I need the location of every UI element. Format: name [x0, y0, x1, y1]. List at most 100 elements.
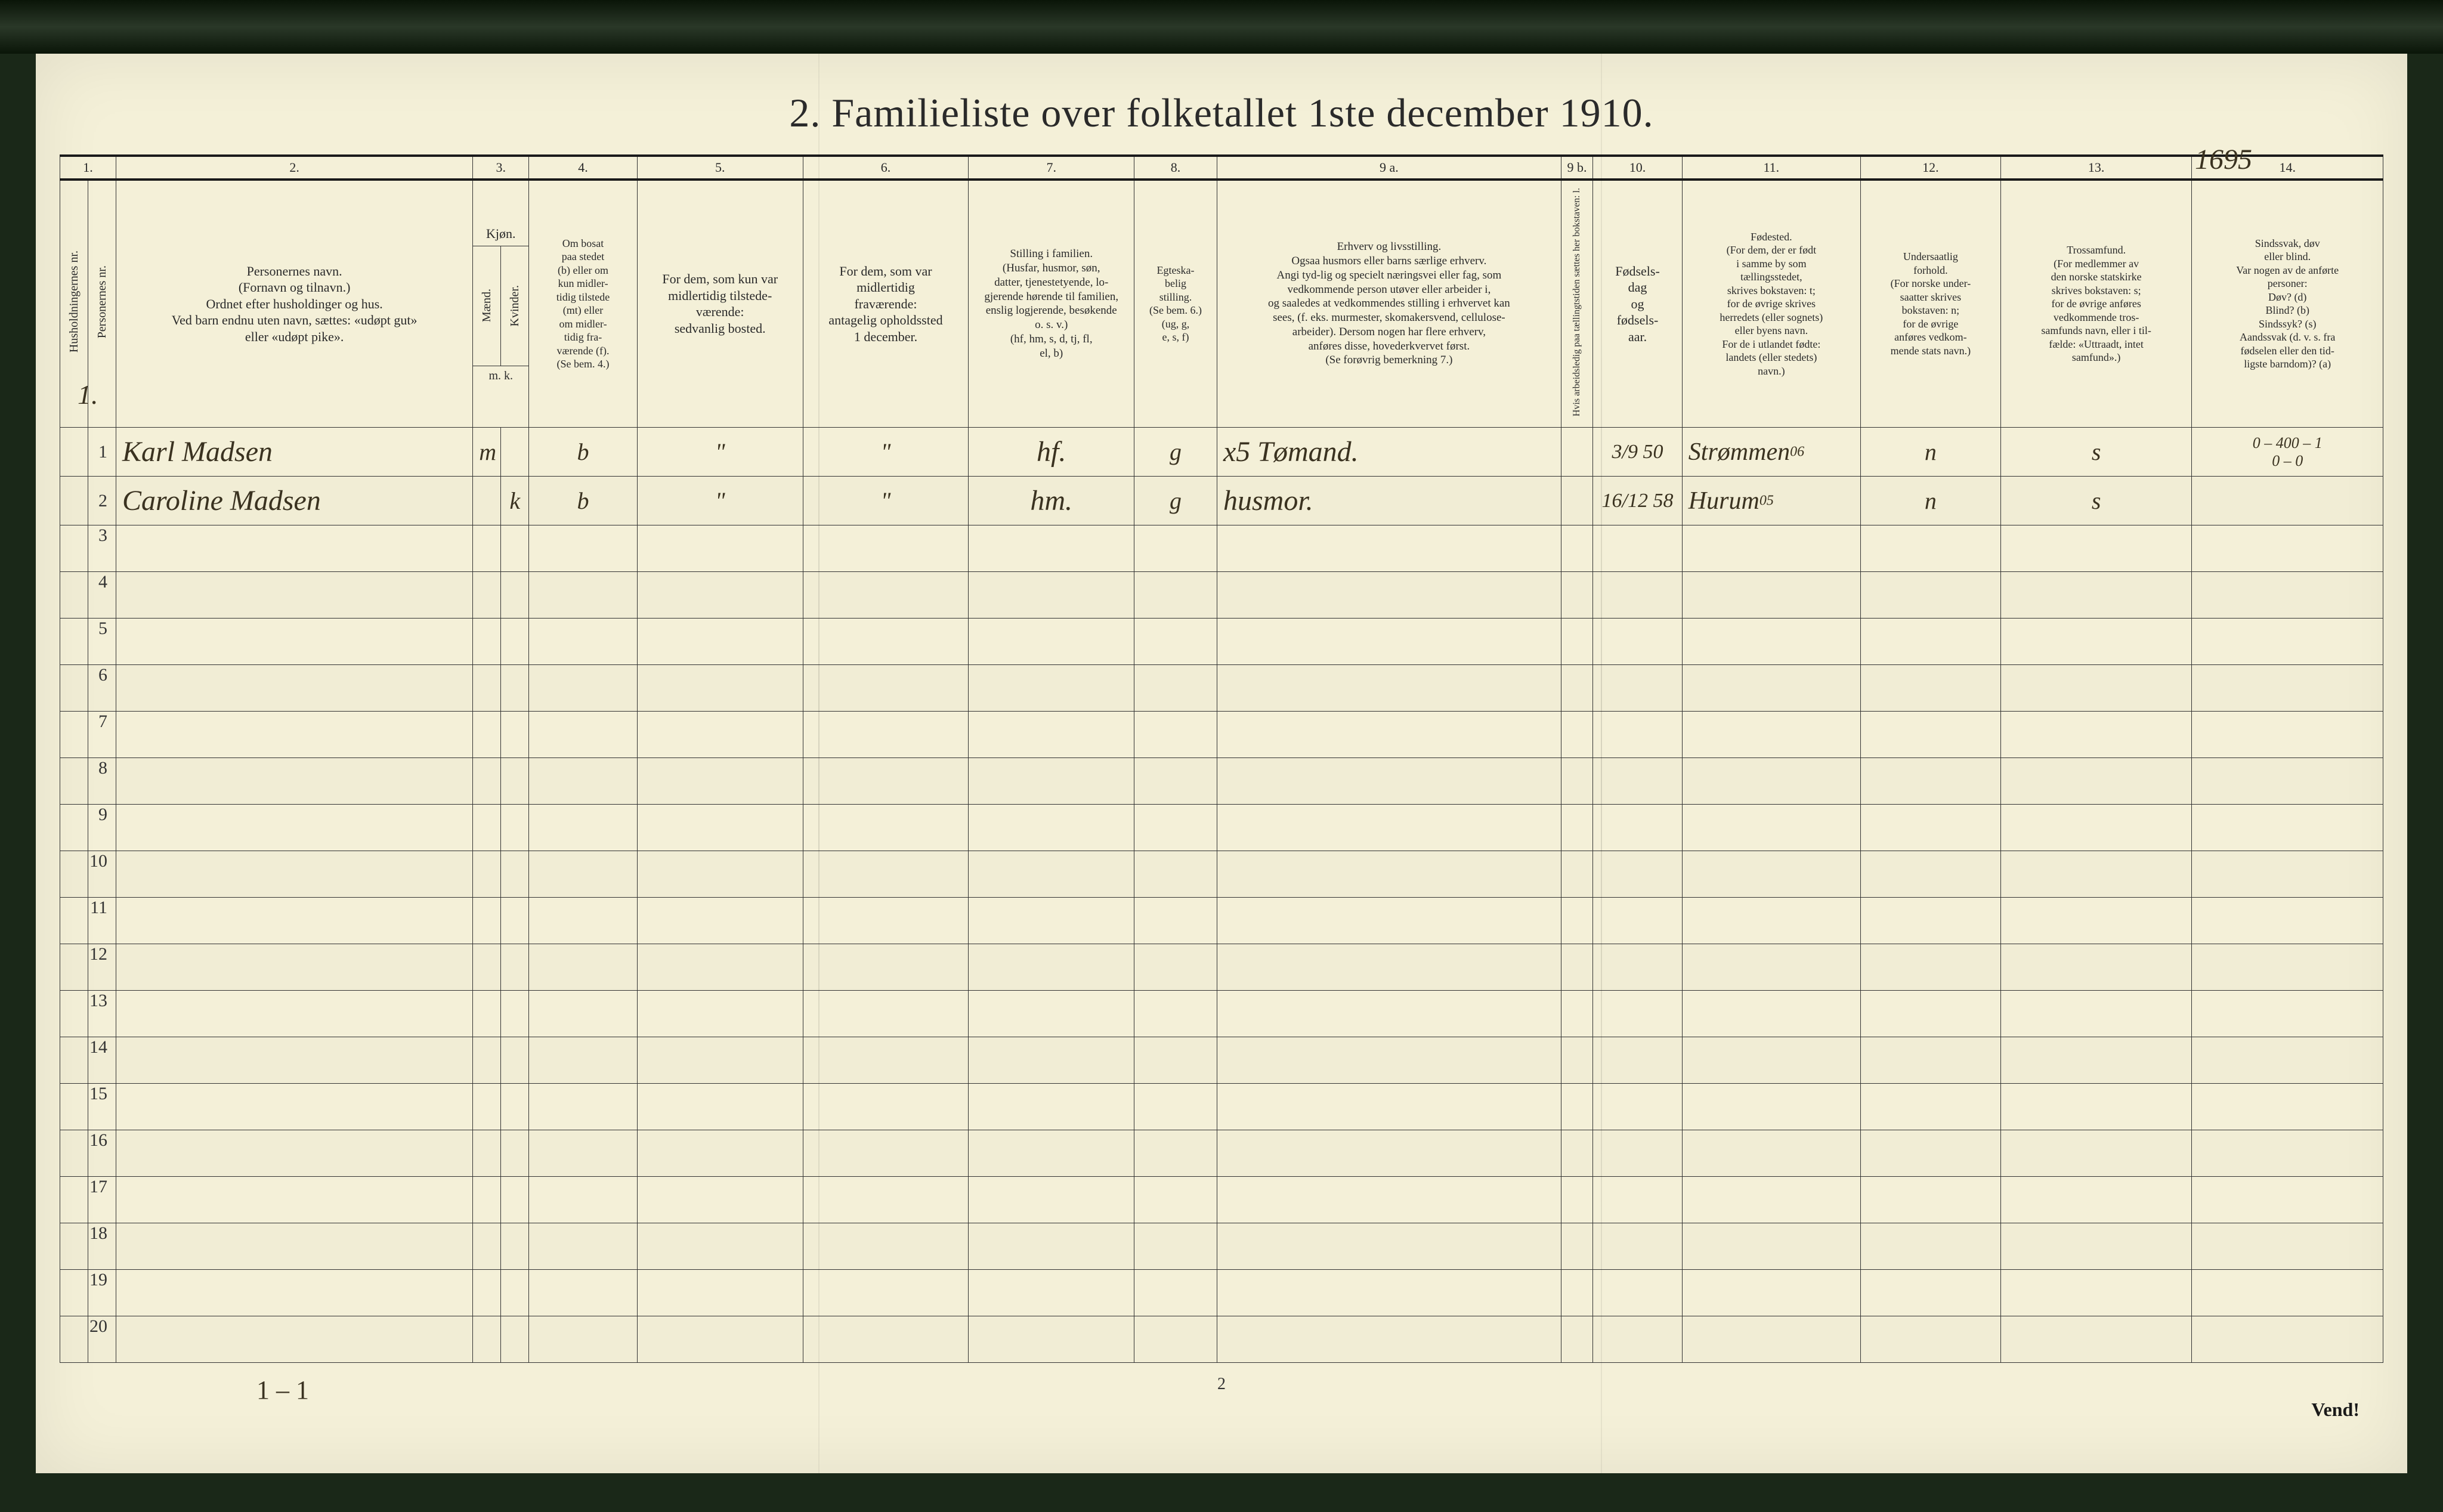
undersaat-cell	[1860, 898, 2000, 944]
stilling-cell: hm.	[969, 477, 1134, 525]
col5-cell	[637, 805, 803, 851]
household-nr-cell	[60, 525, 88, 572]
undersaat-cell: n	[1860, 477, 2000, 525]
arbeidsledig-cell	[1561, 712, 1592, 758]
bosat-cell	[529, 665, 638, 712]
name-cell	[116, 758, 473, 805]
erhverv-cell	[1217, 758, 1561, 805]
census-page: 1695 2. Familieliste over folketallet 1s…	[36, 54, 2407, 1473]
arbeidsledig-cell	[1561, 1037, 1592, 1084]
name-cell	[116, 572, 473, 619]
person-nr-cell: 18	[88, 1223, 116, 1270]
fodselsdato-cell	[1593, 758, 1683, 805]
col6-cell	[803, 665, 969, 712]
fodselsdato-cell	[1593, 805, 1683, 851]
sex-k-cell	[501, 619, 529, 665]
erhverv-cell	[1217, 1084, 1561, 1130]
col6-cell	[803, 1223, 969, 1270]
bosat-cell	[529, 991, 638, 1037]
bosat-cell	[529, 1316, 638, 1363]
household-nr-cell	[60, 477, 88, 525]
person-nr-cell: 5	[88, 619, 116, 665]
sex-k-cell	[501, 1037, 529, 1084]
erhverv-cell	[1217, 898, 1561, 944]
sex-m-cell	[473, 477, 501, 525]
undersaat-cell	[1860, 1316, 2000, 1363]
col-header-stilling: Stilling i familien. (Husfar, husmor, sø…	[969, 180, 1134, 428]
sex-m-cell	[473, 665, 501, 712]
col-num-9a: 9 a.	[1217, 156, 1561, 180]
fodselssted-cell	[1682, 944, 1860, 991]
stilling-cell	[969, 665, 1134, 712]
arbeidsledig-cell	[1561, 1177, 1592, 1223]
person-nr-cell: 17	[88, 1177, 116, 1223]
erhverv-cell: husmor.	[1217, 477, 1561, 525]
col5-cell	[637, 1084, 803, 1130]
col14-cell	[2192, 898, 2383, 944]
name-cell	[116, 944, 473, 991]
fodselssted-cell	[1682, 1130, 1860, 1177]
person-nr-cell: 20	[88, 1316, 116, 1363]
col-num-1: 1.	[60, 156, 116, 180]
arbeidsledig-cell	[1561, 477, 1592, 525]
fodselssted-cell	[1682, 805, 1860, 851]
sex-m-cell	[473, 1270, 501, 1316]
erhverv-cell	[1217, 665, 1561, 712]
egteskab-cell	[1134, 525, 1217, 572]
erhverv-cell	[1217, 851, 1561, 898]
col14-cell	[2192, 1084, 2383, 1130]
arbeidsledig-cell	[1561, 1130, 1592, 1177]
table-row: 4	[60, 572, 2383, 619]
col-header-fodselssted: Fødested. (For dem, der er født i samme …	[1682, 180, 1860, 428]
bosat-cell	[529, 619, 638, 665]
bosat-cell	[529, 898, 638, 944]
household-nr-cell	[60, 805, 88, 851]
sex-k-cell	[501, 1223, 529, 1270]
table-body: 1Karl Madsenmb""hf.gx5 Tømand.3/9 50Strø…	[60, 428, 2383, 1363]
stilling-cell	[969, 572, 1134, 619]
fodselssted-cell	[1682, 572, 1860, 619]
name-cell	[116, 1223, 473, 1270]
table-row: 11	[60, 898, 2383, 944]
table-row: 16	[60, 1130, 2383, 1177]
table-row: 18	[60, 1223, 2383, 1270]
col6-cell	[803, 1316, 969, 1363]
trossamfund-cell	[2000, 1130, 2191, 1177]
arbeidsledig-cell	[1561, 665, 1592, 712]
household-nr-cell	[60, 1223, 88, 1270]
bosat-cell	[529, 944, 638, 991]
col14-cell	[2192, 758, 2383, 805]
undersaat-cell	[1860, 944, 2000, 991]
col-num-2: 2.	[116, 156, 473, 180]
fodselssted-cell: Hurum05	[1682, 477, 1860, 525]
person-nr-cell: 8	[88, 758, 116, 805]
col6-cell	[803, 898, 969, 944]
arbeidsledig-cell	[1561, 1084, 1592, 1130]
name-cell	[116, 712, 473, 758]
trossamfund-cell	[2000, 1084, 2191, 1130]
fodselssted-cell	[1682, 898, 1860, 944]
trossamfund-cell: s	[2000, 477, 2191, 525]
bosat-cell	[529, 805, 638, 851]
trossamfund-cell	[2000, 572, 2191, 619]
arbeidsledig-cell	[1561, 619, 1592, 665]
stilling-cell	[969, 1177, 1134, 1223]
vend-label: Vend!	[2311, 1399, 2359, 1421]
fodselssted-cell	[1682, 1177, 1860, 1223]
undersaat-cell: n	[1860, 428, 2000, 477]
sex-k-cell	[501, 712, 529, 758]
sex-m-cell: m	[473, 428, 501, 477]
stilling-cell	[969, 1084, 1134, 1130]
col-num-9b: 9 b.	[1561, 156, 1592, 180]
stilling-cell	[969, 1130, 1134, 1177]
bosat-cell: b	[529, 477, 638, 525]
trossamfund-cell	[2000, 525, 2191, 572]
col14-cell	[2192, 665, 2383, 712]
egteskab-cell	[1134, 1084, 1217, 1130]
census-table: 1. 2. 3. 4. 5. 6. 7. 8. 9 a. 9 b. 10. 11…	[60, 154, 2383, 1363]
sex-k-cell	[501, 944, 529, 991]
fodselssted-cell	[1682, 1316, 1860, 1363]
sex-k-cell	[501, 1084, 529, 1130]
fodselssted-cell	[1682, 665, 1860, 712]
bosat-cell	[529, 1223, 638, 1270]
